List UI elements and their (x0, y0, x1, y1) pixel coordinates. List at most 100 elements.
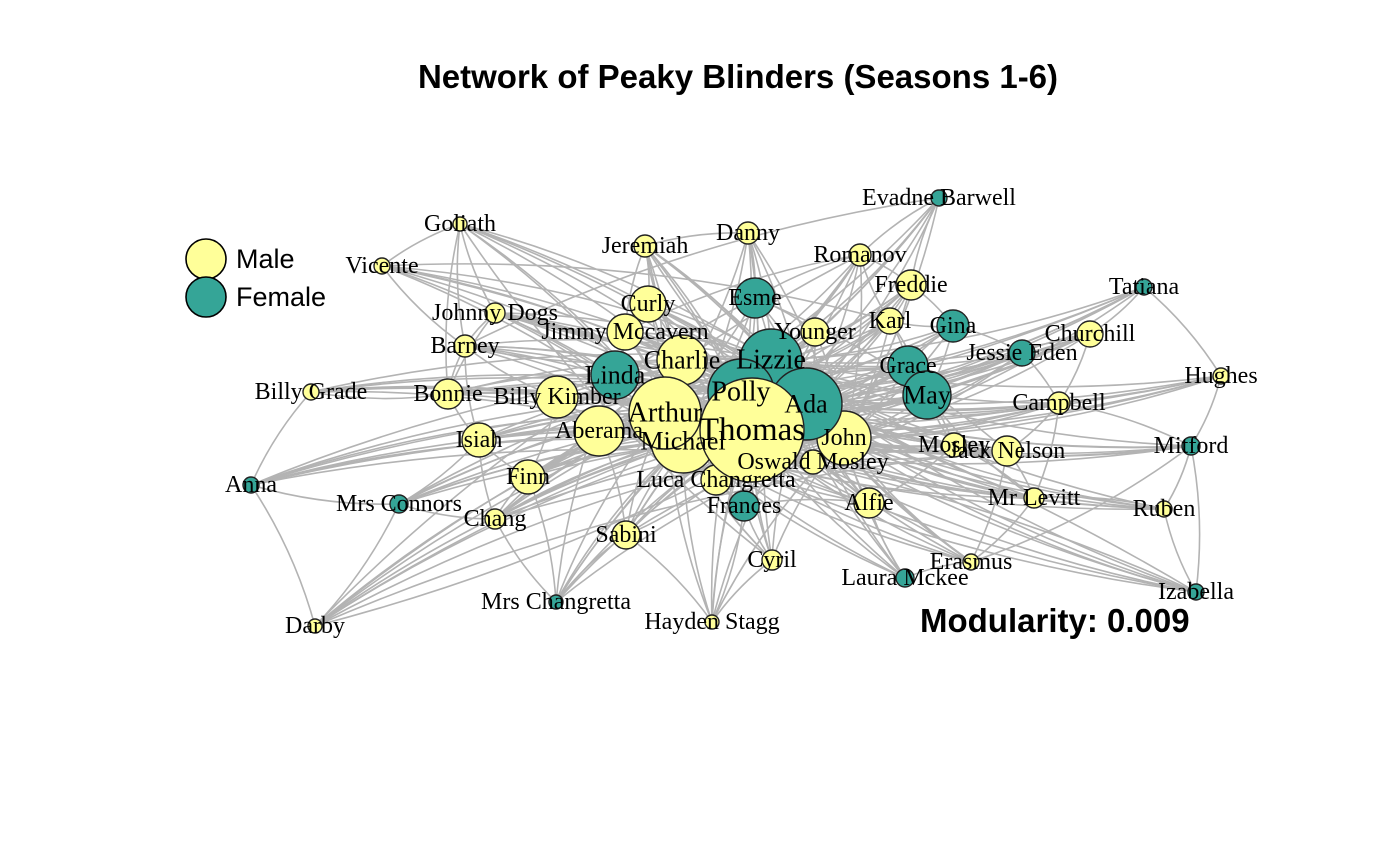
edge (682, 440, 906, 579)
edge (1190, 445, 1201, 593)
node-label: Mrs Connors (336, 491, 462, 517)
edge (398, 440, 684, 505)
edge (464, 345, 683, 364)
edge (459, 223, 772, 361)
node-isiah (461, 422, 497, 458)
node-label: Freddie (874, 272, 947, 298)
node-label: Vicente (345, 253, 418, 279)
edge (310, 353, 772, 393)
node-oswald-mosley (800, 449, 826, 475)
edge (464, 197, 940, 347)
node-jack-nelson (991, 435, 1023, 467)
node-label: Ada (784, 390, 828, 419)
node-esme (734, 277, 776, 319)
node-johnny-dogs (484, 302, 506, 324)
node-romanov (848, 243, 872, 267)
node-label: Cyril (747, 547, 797, 573)
node-anna (242, 476, 260, 494)
modularity-label: Modularity: 0.009 (920, 602, 1190, 639)
node-label: Alfie (844, 490, 893, 516)
node-izabella (1187, 583, 1205, 601)
node-label: Jimmy Mccavern (541, 319, 708, 345)
edge (250, 484, 400, 506)
node-label: Romanov (813, 242, 906, 268)
node-tatiana (1135, 278, 1153, 296)
node-label: Goliath (424, 211, 496, 237)
edge (494, 518, 557, 603)
edge (250, 391, 312, 486)
node-label: Danny (716, 220, 780, 246)
node-label: Karl (869, 308, 912, 334)
node-label: Frances (707, 493, 782, 519)
node-label: Charlie (644, 346, 721, 375)
edge (970, 445, 1192, 563)
node-label: Mr Levitt (988, 485, 1081, 511)
node-curly (629, 285, 667, 323)
node-jimmy-mccavern (606, 313, 644, 351)
edge (1143, 286, 1222, 377)
node-mrs-changretta (548, 594, 564, 610)
edge (381, 223, 461, 267)
node-mrs-connors (389, 494, 409, 514)
node-label: Anna (225, 472, 277, 498)
node-label: Younger (774, 319, 856, 345)
node-label: Mitford (1154, 433, 1229, 459)
edge (1033, 496, 1165, 510)
node-younger (800, 317, 830, 347)
node-label: Barney (430, 333, 499, 359)
node-label: May (903, 381, 951, 410)
node-goliath (452, 216, 468, 232)
node-aberama (573, 405, 625, 457)
node-label: Jessie Eden (966, 340, 1077, 366)
legend-label-female: Female (236, 282, 326, 312)
node-frances (728, 490, 760, 522)
legend-label-male: Male (236, 244, 295, 274)
node-label: Hayden Stagg (644, 609, 779, 635)
node-darby (307, 618, 323, 634)
edge (456, 223, 466, 347)
node-label: Tatiana (1109, 274, 1180, 300)
node-label: Arthur (628, 398, 703, 429)
node-label: Curly (621, 291, 676, 317)
node-jeremiah (633, 234, 657, 258)
legend: Male Female (185, 238, 326, 318)
legend-swatch-female (185, 276, 227, 318)
node-label: Ruben (1133, 496, 1196, 522)
node-label: Jeremiah (602, 233, 689, 259)
node-hayden-stagg (704, 614, 720, 630)
edge (843, 286, 1145, 439)
edge (314, 450, 1008, 627)
node-jessie-eden (1008, 339, 1036, 367)
node-churchill (1076, 320, 1104, 348)
node-label: Izabella (1158, 579, 1234, 605)
chart-title: Network of Peaky Blinders (Seasons 1-6) (417, 58, 1059, 95)
edge (843, 333, 1091, 439)
node-label: Linda (585, 361, 646, 390)
edge (1163, 508, 1197, 593)
node-label: Grace (879, 353, 936, 379)
node-label: Campbell (1012, 390, 1106, 416)
node-label: Laura Mckee (841, 565, 968, 591)
node-evadne-barwell (930, 189, 948, 207)
edge (754, 297, 1008, 452)
node-label: Luca Changretta (636, 467, 796, 493)
edge (381, 265, 466, 347)
node-thomas (699, 377, 805, 483)
node-hughes (1212, 367, 1230, 385)
node-label: Esme (728, 285, 781, 311)
node-label: Oswald Mosley (737, 449, 888, 475)
node-billy-kimber (535, 375, 579, 419)
node-label: Darby (285, 613, 345, 639)
node-label: Gina (930, 313, 977, 339)
node-label: Thomas (699, 412, 805, 448)
edge (445, 223, 461, 395)
node-label: Billy Grade (255, 379, 368, 405)
node-finn (510, 459, 546, 495)
node-barney (453, 334, 477, 358)
node-campbell (1047, 391, 1071, 415)
edge (1058, 402, 1192, 447)
node-laura-mckee (895, 568, 915, 588)
node-label: Erasmus (930, 549, 1013, 575)
